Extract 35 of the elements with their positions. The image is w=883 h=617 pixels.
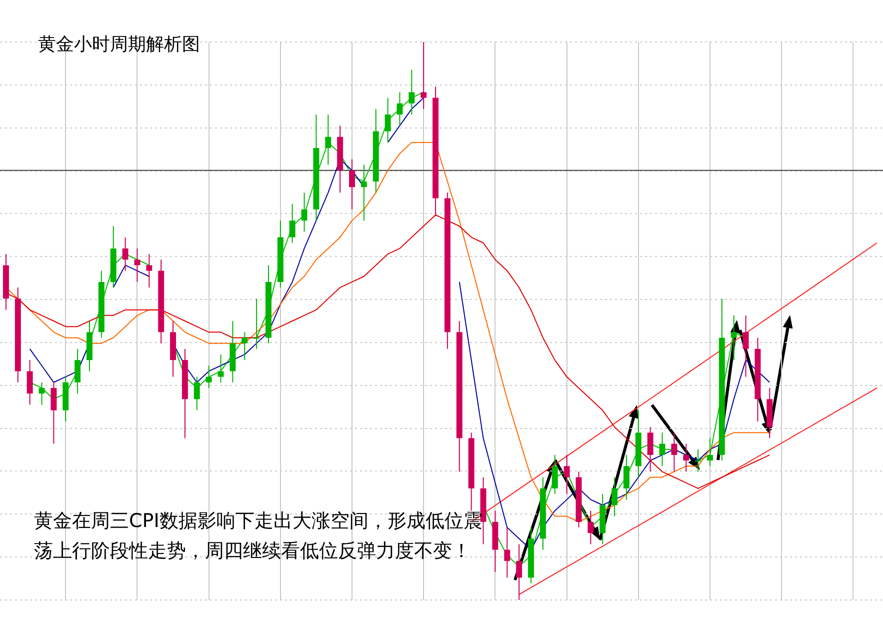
candlestick: [695, 448, 702, 472]
candlestick: [647, 426, 654, 472]
candlestick: [516, 544, 522, 600]
candlestick: [301, 192, 308, 232]
candlestick: [325, 114, 332, 166]
candlestick: [420, 42, 427, 110]
candlestick: [254, 298, 260, 350]
candlestick: [194, 376, 200, 411]
candlestick: [349, 158, 355, 210]
candlestick: [504, 526, 510, 578]
candlestick: [564, 454, 570, 494]
candlestick: [659, 432, 666, 467]
candlestick: [623, 454, 630, 500]
candlestick: [74, 348, 81, 394]
candlestick: [384, 97, 391, 143]
candlestick: [146, 254, 152, 288]
candlestick: [218, 354, 224, 383]
candlestick: [552, 454, 558, 494]
candlestick: [360, 164, 367, 222]
candlestick: [612, 476, 618, 517]
candlestick: [50, 382, 57, 444]
candlestick: [671, 432, 678, 472]
candlestick: [289, 203, 296, 244]
candlestick: [706, 438, 713, 467]
candlestick: [38, 382, 45, 406]
candlestick: [683, 443, 690, 472]
candlestick: [122, 236, 128, 272]
candlestick: [26, 360, 33, 406]
chart-title: 黄金小时周期解析图: [38, 33, 200, 56]
candlestick: [742, 314, 749, 378]
candlestick: [588, 510, 594, 545]
annotation: 黄金在周三CPI数据影响下走出大涨空间，形成低位震荡上行阶段性走势，周四继续看低位反弹力度不变！: [34, 509, 484, 564]
candlestick: [206, 365, 212, 388]
candlestick: [134, 248, 140, 282]
candlestick: [242, 332, 248, 361]
